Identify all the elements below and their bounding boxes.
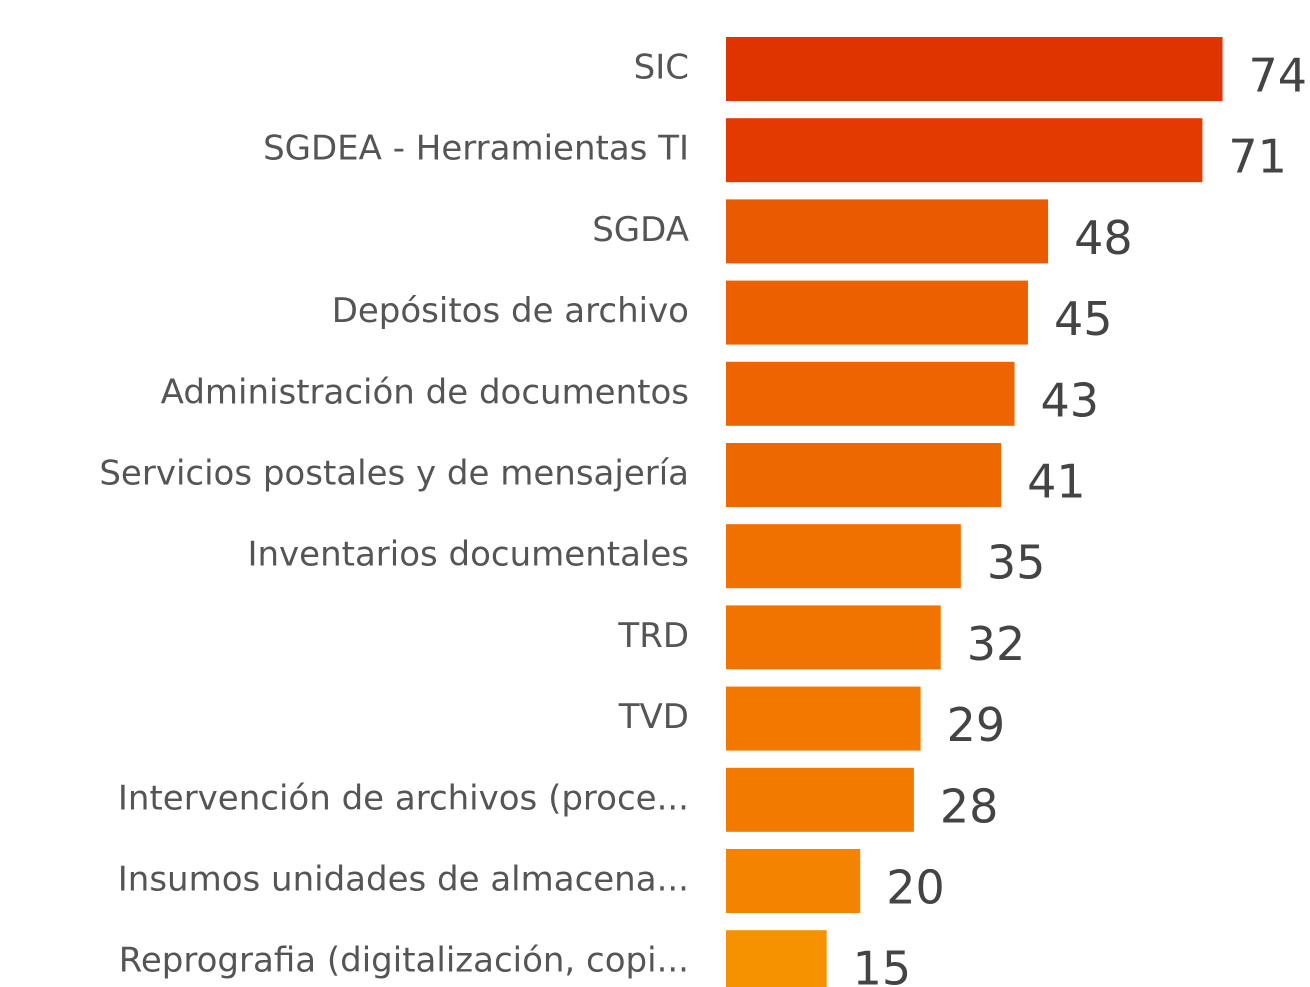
value-label: 48 <box>1074 211 1133 265</box>
value-label: 28 <box>940 779 999 833</box>
bar <box>726 37 1223 101</box>
bar <box>726 767 914 832</box>
value-label: 45 <box>1054 292 1113 346</box>
category-label: TRD <box>617 616 689 656</box>
value-label: 35 <box>987 536 1046 590</box>
value-label: 71 <box>1228 130 1287 184</box>
category-label: SGDEA - Herramientas TI <box>263 129 689 169</box>
category-label: TVD <box>618 697 689 737</box>
bar <box>726 199 1049 264</box>
category-label: Insumos unidades de almacena... <box>118 860 689 900</box>
category-label: Depósitos de archivo <box>332 291 689 331</box>
category-label: SIC <box>634 48 689 88</box>
bar <box>726 361 1015 426</box>
value-label: 43 <box>1041 373 1100 427</box>
category-label: Inventarios documentales <box>247 535 689 575</box>
bar <box>726 686 921 751</box>
bar <box>726 280 1028 345</box>
value-label: 29 <box>947 698 1006 752</box>
category-label: SGDA <box>592 210 689 250</box>
bar <box>726 443 1002 507</box>
value-label: 20 <box>886 861 945 915</box>
bar <box>726 524 961 589</box>
bar <box>726 930 827 987</box>
category-label: Servicios postales y de mensajería <box>99 454 689 494</box>
bar <box>726 605 941 670</box>
value-label: 41 <box>1027 455 1086 509</box>
bar <box>726 849 861 913</box>
value-label: 74 <box>1249 49 1308 103</box>
value-label: 32 <box>967 617 1026 671</box>
category-label: Reprografia (digitalización, copi... <box>119 941 689 981</box>
category-label: Administración de documentos <box>161 372 689 412</box>
category-label: Intervención de archivos (proce... <box>118 778 689 818</box>
value-label: 15 <box>853 942 912 987</box>
bar <box>726 118 1203 183</box>
